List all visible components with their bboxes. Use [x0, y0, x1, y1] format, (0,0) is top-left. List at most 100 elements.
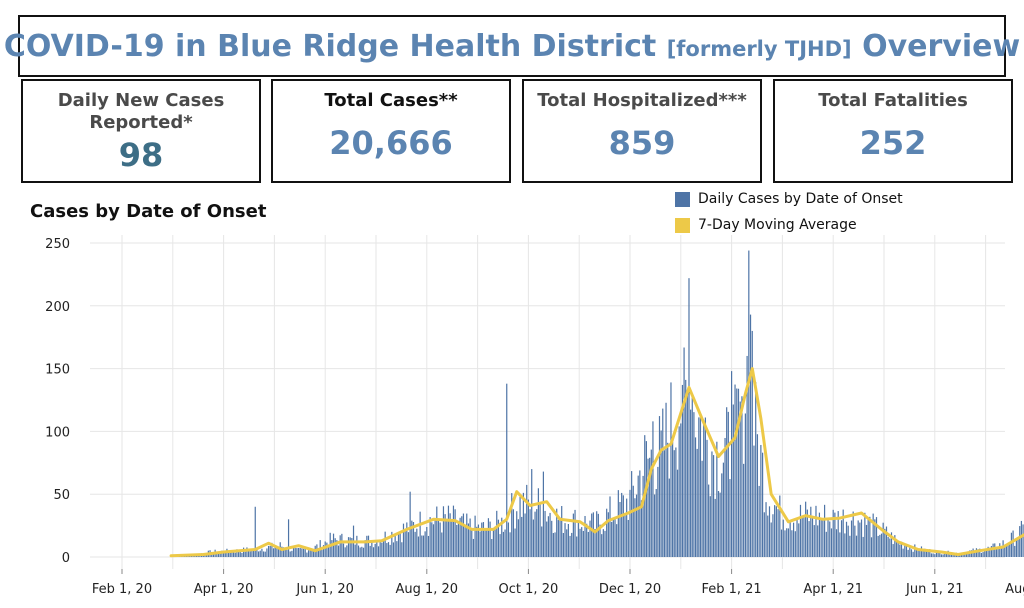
daily-case-bar — [1007, 545, 1009, 557]
daily-case-bar — [635, 494, 638, 557]
daily-case-bar — [907, 549, 909, 557]
daily-case-bar — [602, 529, 604, 557]
daily-case-bar — [324, 541, 326, 557]
daily-case-bar — [823, 504, 826, 557]
daily-case-bar — [616, 524, 618, 557]
daily-case-bar — [499, 534, 501, 557]
daily-case-bar — [357, 545, 360, 557]
daily-case-bar — [787, 528, 790, 557]
daily-case-bar — [627, 519, 629, 557]
daily-case-bar — [626, 498, 628, 557]
daily-case-bar — [289, 551, 291, 557]
daily-case-bar — [534, 511, 536, 557]
daily-case-bar — [762, 452, 764, 557]
daily-case-bar — [944, 553, 946, 557]
daily-case-bar — [667, 442, 669, 557]
kpi-total-cases-value: 20,666 — [329, 124, 453, 162]
daily-case-bar — [930, 553, 933, 557]
daily-case-bar — [680, 423, 682, 557]
daily-case-bar — [1019, 526, 1021, 557]
kpi-daily-new-cases-value: 98 — [118, 136, 164, 174]
daily-case-bar — [299, 548, 301, 557]
daily-case-bar — [564, 523, 566, 557]
daily-case-bar — [818, 512, 821, 557]
daily-case-bar — [617, 490, 619, 557]
daily-case-bar — [454, 509, 456, 557]
daily-case-bar — [640, 500, 643, 557]
daily-case-bar — [808, 521, 810, 557]
daily-case-bar — [464, 524, 466, 557]
daily-case-bar — [237, 551, 240, 557]
legend-swatch-moving-average — [675, 217, 690, 233]
daily-case-bar — [436, 506, 438, 557]
daily-case-bar — [920, 546, 923, 557]
daily-case-bar — [342, 543, 345, 557]
daily-case-bar — [877, 535, 879, 557]
daily-case-bar — [219, 551, 221, 557]
daily-case-bar — [362, 547, 365, 557]
daily-case-bar — [437, 519, 440, 557]
daily-case-bar — [799, 504, 802, 557]
daily-case-bar — [929, 549, 931, 557]
daily-case-bar — [309, 549, 311, 557]
daily-case-bar — [364, 540, 366, 557]
daily-case-bar — [690, 409, 692, 557]
daily-case-bar — [791, 530, 793, 557]
daily-case-bar — [467, 523, 470, 557]
daily-case-bar — [639, 470, 641, 557]
daily-case-bar — [591, 513, 593, 557]
daily-case-bar — [985, 548, 988, 557]
daily-case-bar — [367, 535, 370, 557]
daily-case-bar — [835, 529, 838, 557]
daily-case-bar — [311, 550, 313, 557]
legend-item-daily-cases[interactable]: Daily Cases by Date of Onset — [675, 191, 903, 207]
daily-case-bar — [925, 549, 928, 557]
daily-case-bar — [780, 529, 783, 557]
daily-case-bar — [259, 550, 261, 557]
daily-case-bar — [346, 545, 348, 557]
daily-case-bar — [381, 542, 383, 557]
y-tick-label: 200 — [45, 300, 70, 315]
daily-case-bar — [469, 518, 471, 557]
chart-title: Cases by Date of Onset — [30, 201, 267, 222]
daily-case-bar — [571, 532, 573, 557]
daily-case-bar — [242, 547, 245, 557]
daily-case-bar — [904, 545, 906, 557]
daily-case-bar — [942, 554, 944, 557]
daily-case-bar — [884, 528, 886, 557]
daily-case-bar — [817, 525, 819, 557]
kpi-total-cases-label: Total Cases** — [324, 90, 458, 111]
daily-case-bar — [937, 550, 939, 557]
daily-case-bar — [447, 505, 450, 557]
daily-case-bar — [236, 549, 238, 557]
daily-case-bar — [760, 444, 762, 557]
kpi-daily-new-cases-label: Daily New Cases Reported* — [23, 90, 259, 134]
daily-case-bar — [366, 535, 368, 557]
legend-item-moving-average[interactable]: 7-Day Moving Average — [675, 217, 857, 233]
daily-case-bar — [892, 544, 894, 557]
daily-case-bar — [579, 528, 581, 557]
daily-case-bar — [1020, 520, 1023, 557]
daily-case-bar — [206, 554, 208, 557]
daily-case-bar — [252, 549, 255, 557]
kpi-daily-new-cases: Daily New Cases Reported* 98 — [21, 79, 261, 183]
daily-case-bar — [601, 534, 603, 557]
daily-case-bar — [417, 536, 420, 557]
daily-case-bar — [917, 550, 919, 557]
daily-case-bar — [774, 505, 776, 557]
daily-case-bar — [584, 515, 586, 557]
daily-case-bar — [992, 543, 994, 557]
daily-case-bar — [246, 547, 248, 557]
daily-case-bar — [599, 524, 601, 557]
daily-case-bar — [874, 519, 876, 557]
daily-case-bar — [647, 458, 649, 557]
daily-case-bar — [376, 540, 378, 557]
daily-cases-bars — [170, 250, 1024, 558]
daily-case-bar — [282, 547, 285, 557]
daily-case-bar — [701, 460, 703, 557]
daily-case-bar — [446, 519, 448, 557]
legend-label-daily-cases: Daily Cases by Date of Onset — [698, 191, 903, 207]
daily-case-bar — [566, 529, 568, 557]
daily-case-bar — [519, 496, 521, 557]
